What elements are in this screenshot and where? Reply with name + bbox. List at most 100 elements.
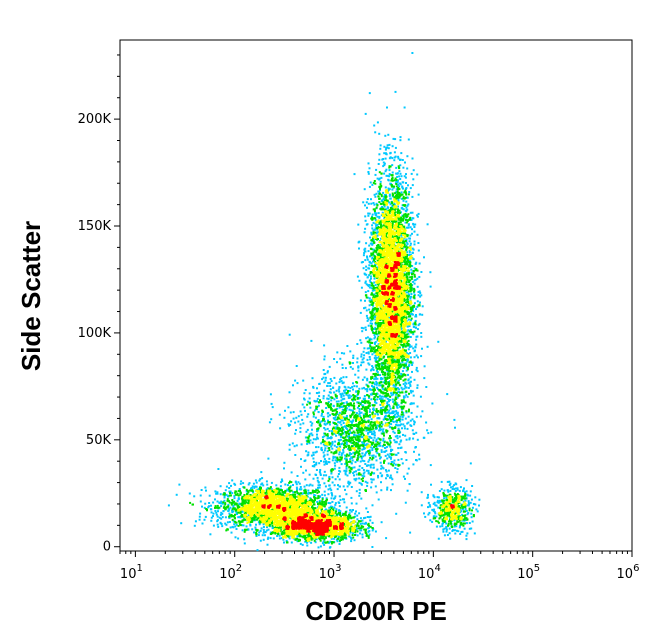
data-point [292, 484, 294, 486]
data-point [404, 451, 407, 453]
data-point [367, 427, 370, 430]
data-point [352, 382, 354, 385]
data-point [339, 513, 342, 516]
data-point [414, 319, 417, 322]
data-point [377, 476, 380, 479]
data-point [367, 162, 370, 165]
data-point [350, 468, 353, 471]
data-point [368, 212, 371, 215]
data-point [299, 542, 302, 545]
data-point [334, 464, 337, 467]
data-point [212, 512, 215, 515]
data-point [381, 445, 384, 448]
data-point [339, 456, 342, 459]
data-point [363, 376, 366, 379]
data-point [371, 183, 374, 186]
data-point [335, 395, 338, 398]
data-point [409, 352, 412, 354]
data-point [412, 258, 415, 261]
data-point [402, 204, 405, 207]
data-point [399, 158, 401, 161]
data-point [423, 256, 425, 259]
data-point [330, 472, 333, 475]
data-point [383, 194, 386, 196]
data-point [344, 473, 347, 476]
data-point [345, 376, 348, 379]
data-point [367, 400, 370, 403]
data-point [327, 382, 330, 385]
data-point [341, 442, 344, 445]
data-point [294, 491, 297, 494]
data-point [368, 402, 371, 405]
data-point [284, 483, 287, 486]
data-point [365, 383, 368, 386]
data-point [349, 424, 352, 427]
data-point [232, 510, 235, 513]
data-point [289, 411, 292, 414]
data-point [344, 536, 347, 539]
data-point [388, 414, 390, 417]
data-point [312, 453, 315, 456]
data-point [249, 521, 251, 524]
data-point [399, 164, 402, 167]
data-point [374, 424, 377, 427]
data-point [449, 489, 452, 492]
data-point [306, 495, 309, 498]
data-point [305, 539, 308, 542]
data-point [398, 383, 401, 386]
data-point [445, 496, 448, 499]
data-point [353, 434, 356, 436]
data-point [398, 185, 401, 188]
data-point [439, 516, 442, 519]
data-point [310, 454, 313, 457]
data-point [357, 402, 360, 405]
data-point [372, 260, 374, 263]
data-point [397, 198, 400, 201]
data-point [242, 502, 245, 505]
data-point [405, 193, 408, 196]
data-point [369, 281, 372, 283]
data-point [367, 202, 370, 205]
data-point [380, 224, 382, 226]
data-point [242, 524, 245, 527]
data-point [341, 392, 344, 395]
data-point [407, 281, 410, 284]
data-point [378, 132, 381, 135]
data-point [366, 388, 369, 391]
data-point [313, 465, 316, 468]
data-point [189, 501, 192, 504]
data-point [453, 492, 456, 495]
data-point [323, 470, 326, 473]
data-point [316, 430, 318, 433]
data-point [263, 534, 266, 537]
data-point [260, 471, 263, 474]
data-point [318, 471, 321, 473]
data-point [199, 500, 202, 503]
data-point [410, 277, 413, 280]
data-point [286, 541, 289, 544]
data-point [406, 219, 409, 222]
data-point [323, 373, 326, 376]
data-point [386, 457, 389, 460]
data-point [337, 484, 339, 487]
data-point [387, 381, 390, 384]
data-point [316, 497, 319, 500]
data-point [357, 453, 360, 456]
data-point [416, 233, 419, 236]
data-point [340, 433, 343, 436]
data-point [367, 212, 370, 215]
data-point [363, 442, 366, 445]
data-point [398, 191, 401, 194]
data-point [241, 524, 244, 527]
data-point [330, 507, 333, 509]
data-point [372, 478, 375, 481]
data-point [392, 193, 395, 196]
data-point [387, 178, 390, 181]
data-point [303, 485, 306, 488]
data-point [372, 208, 375, 211]
data-point [343, 534, 346, 537]
data-point [326, 450, 329, 453]
data-point [385, 353, 388, 356]
data-point [413, 289, 416, 292]
